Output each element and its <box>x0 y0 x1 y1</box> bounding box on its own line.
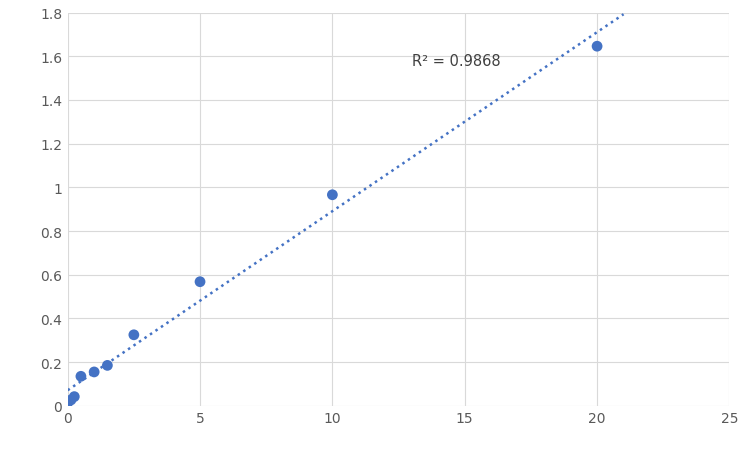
Point <box>128 331 140 339</box>
Point <box>75 373 87 380</box>
Point <box>194 278 206 285</box>
Point <box>88 368 100 376</box>
Point <box>326 192 338 199</box>
Point <box>68 393 80 400</box>
Point <box>65 396 77 404</box>
Point <box>591 43 603 51</box>
Point <box>102 362 114 369</box>
Point <box>62 399 74 406</box>
Text: R² = 0.9868: R² = 0.9868 <box>412 54 500 69</box>
